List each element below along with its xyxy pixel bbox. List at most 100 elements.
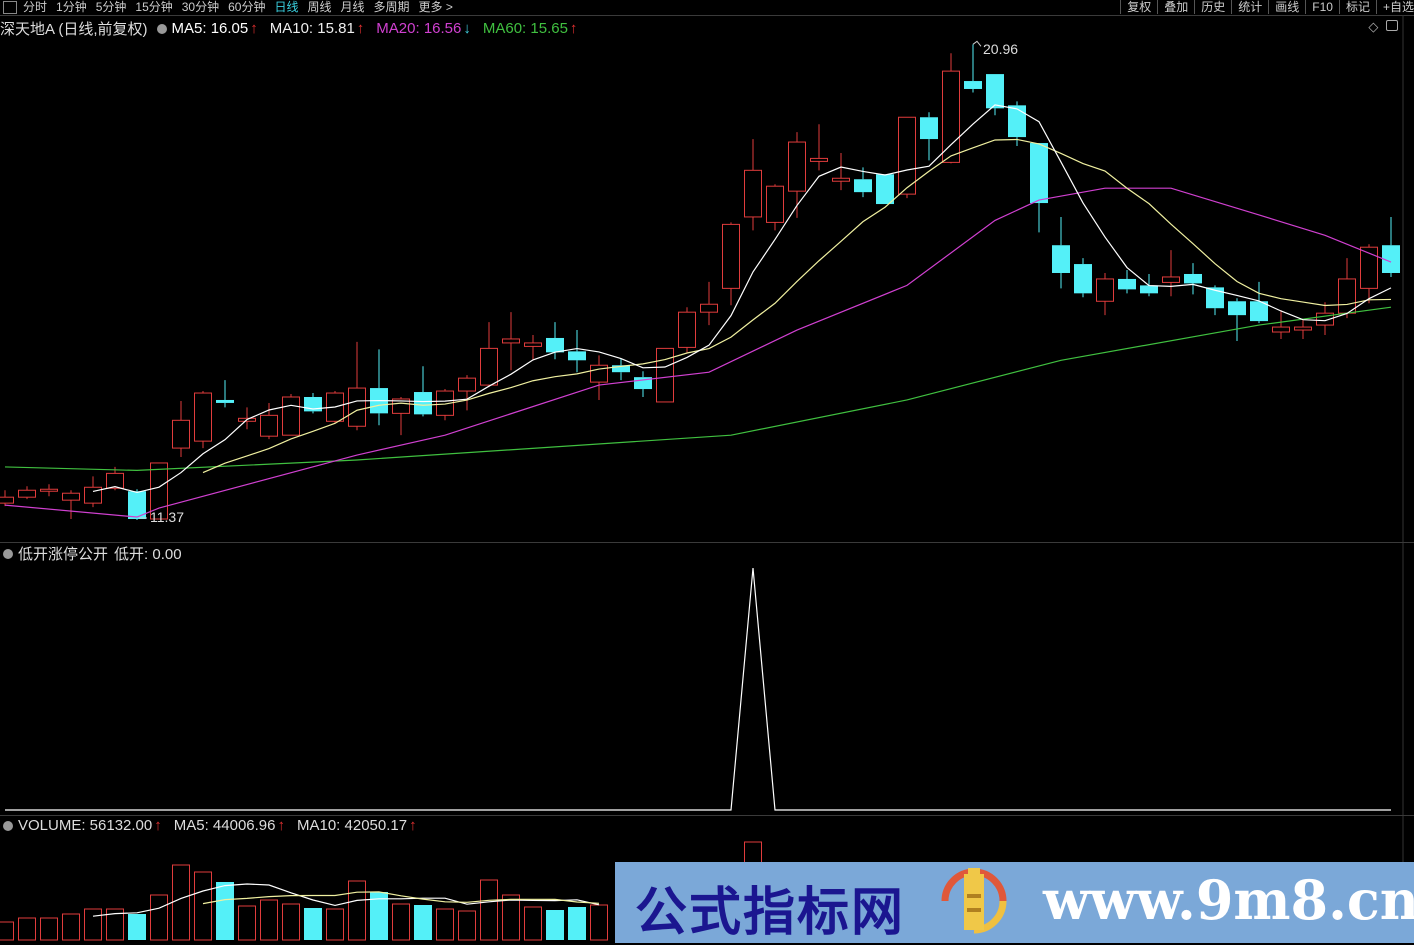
volume-bar-up bbox=[0, 921, 14, 941]
candle-body-down bbox=[986, 74, 1004, 109]
volume-bar-down bbox=[304, 908, 322, 940]
candle-body-up bbox=[524, 342, 542, 347]
toolbar-button-2[interactable]: 历史 bbox=[1194, 0, 1231, 14]
toolbar-button-6[interactable]: 标记 bbox=[1338, 0, 1376, 14]
volume-bar-up bbox=[436, 908, 454, 941]
tab-5[interactable]: 60分钟 bbox=[228, 0, 266, 14]
candle-body-up bbox=[766, 185, 784, 223]
tab-6[interactable]: 日线 bbox=[274, 0, 299, 14]
arrow-down-icon: ↓ bbox=[463, 20, 471, 37]
volume-bar-up bbox=[194, 871, 212, 941]
candle-body-up bbox=[898, 116, 916, 195]
ma5-line bbox=[92, 104, 1392, 494]
legend-menu-icon[interactable] bbox=[3, 820, 13, 831]
indicator-value: 低开: 0.00 bbox=[114, 546, 182, 563]
candle-body-down bbox=[1140, 285, 1158, 294]
candle-body-up bbox=[1316, 312, 1334, 326]
candle-body-up bbox=[722, 223, 740, 289]
volume-bar-up bbox=[480, 879, 498, 941]
tab-7[interactable]: 周线 bbox=[307, 0, 332, 14]
candle-body-up bbox=[788, 141, 806, 192]
arrow-up-icon: ↑ bbox=[356, 20, 365, 37]
legend-menu-icon[interactable] bbox=[156, 23, 167, 34]
candle-body-up bbox=[942, 70, 960, 163]
tab-0[interactable]: 分时 bbox=[23, 0, 48, 14]
volume-bar-down bbox=[370, 892, 388, 940]
candle-body-up bbox=[810, 157, 828, 162]
volume-bar-up bbox=[392, 903, 410, 941]
legend-menu-icon[interactable] bbox=[3, 548, 13, 559]
toolbar-right-buttons: 复权 叠加 历史 统计 画线 F10 标记 +自选 bbox=[1120, 0, 1414, 14]
candle-body-down bbox=[634, 377, 652, 390]
top-toolbar: 分时 1分钟 5分钟 15分钟 30分钟 60分钟 日线 周线 月线 多周期 更多 > 复权 叠加 历史… bbox=[0, 0, 1414, 15]
high-price-label: 20.96 bbox=[983, 41, 1019, 57]
candle-body-up bbox=[1360, 246, 1378, 289]
candle-body-up bbox=[40, 488, 58, 492]
candle-body-up bbox=[348, 387, 366, 427]
candle-body-up bbox=[832, 177, 850, 182]
ma5-label: MA5: 16.05 bbox=[171, 20, 249, 37]
tab-8[interactable]: 月线 bbox=[340, 0, 365, 14]
candle-body-up bbox=[700, 303, 718, 313]
candle-body-up bbox=[150, 462, 168, 520]
volume-bar-up bbox=[150, 894, 168, 941]
toolbar-button-4[interactable]: 画线 bbox=[1268, 0, 1305, 14]
tab-9[interactable]: 多周期 bbox=[373, 0, 410, 14]
volume-ma10-line bbox=[202, 891, 600, 905]
ma20-label: MA20: 16.56 bbox=[376, 20, 462, 37]
tab-1[interactable]: 1分钟 bbox=[56, 0, 87, 14]
candle-body-up bbox=[326, 392, 344, 422]
candle-body-up bbox=[436, 390, 454, 416]
indicator-legend: 低开涨停公开 低开: 0.00 bbox=[0, 543, 188, 564]
low-price-label: 11.37 bbox=[150, 509, 184, 525]
volume-bar-down bbox=[568, 907, 586, 940]
volume-bar-down bbox=[128, 914, 146, 940]
candle-body-up bbox=[458, 377, 476, 392]
candle-body-down bbox=[1228, 301, 1246, 316]
divider bbox=[0, 815, 1414, 816]
arrow-up-icon: ↑ bbox=[277, 817, 286, 834]
candle-body-down bbox=[1008, 105, 1026, 138]
tab-10[interactable]: 更多 > bbox=[418, 0, 453, 14]
diamond-icon[interactable]: ◇ bbox=[1368, 19, 1379, 34]
candle-body-down bbox=[920, 117, 938, 140]
candle-body-up bbox=[744, 169, 762, 218]
chart-tool-icons: ◇ bbox=[1368, 19, 1398, 35]
candle-body-down bbox=[1206, 287, 1224, 309]
ma60-label: MA60: 15.65 bbox=[482, 20, 568, 37]
panel-toggle-icon[interactable] bbox=[3, 1, 17, 14]
volume-bar-up bbox=[40, 917, 58, 941]
toolbar-button-7[interactable]: +自选 bbox=[1375, 0, 1414, 14]
tab-4[interactable]: 30分钟 bbox=[181, 0, 220, 14]
arrow-up-icon: ↑ bbox=[250, 20, 258, 37]
candle-body-up bbox=[656, 347, 674, 403]
watermark-cn-text: 公式指标网 bbox=[635, 883, 906, 943]
volume-bar-down bbox=[216, 882, 234, 940]
toolbar-button-3[interactable]: 统计 bbox=[1231, 0, 1268, 14]
volume-bar-down bbox=[414, 905, 432, 940]
candle-body-up bbox=[84, 486, 102, 504]
volume-bar-up bbox=[172, 864, 190, 941]
candle-body-up bbox=[392, 398, 410, 414]
arrow-up-icon: ↑ bbox=[154, 817, 162, 834]
volume-bar-up bbox=[84, 908, 102, 941]
arrow-up-icon: ↑ bbox=[569, 20, 578, 37]
candle-body-down bbox=[1052, 245, 1070, 273]
toolbar-button-0[interactable]: 复权 bbox=[1120, 0, 1157, 14]
watermark-logo bbox=[941, 868, 1007, 934]
toolbar-button-1[interactable]: 叠加 bbox=[1157, 0, 1194, 14]
volume-ma5-label: MA5: 44006.96 bbox=[173, 817, 276, 834]
volume-bar-up bbox=[106, 908, 124, 941]
volume-bar-up bbox=[260, 899, 278, 941]
candle-body-up bbox=[590, 364, 608, 383]
volume-legend: VOLUME: 56132.00 ↑ MA5: 44006.96 ↑ MA10: 4… bbox=[0, 817, 423, 834]
divider bbox=[0, 542, 1414, 543]
panel-icon[interactable] bbox=[1386, 20, 1398, 31]
tab-2[interactable]: 5分钟 bbox=[95, 0, 127, 14]
toolbar-button-5[interactable]: F10 bbox=[1305, 0, 1339, 14]
volume-bar-up bbox=[502, 894, 520, 941]
tab-3[interactable]: 15分钟 bbox=[135, 0, 173, 14]
volume-bar-up bbox=[348, 880, 366, 941]
candle-body-up bbox=[282, 396, 300, 436]
